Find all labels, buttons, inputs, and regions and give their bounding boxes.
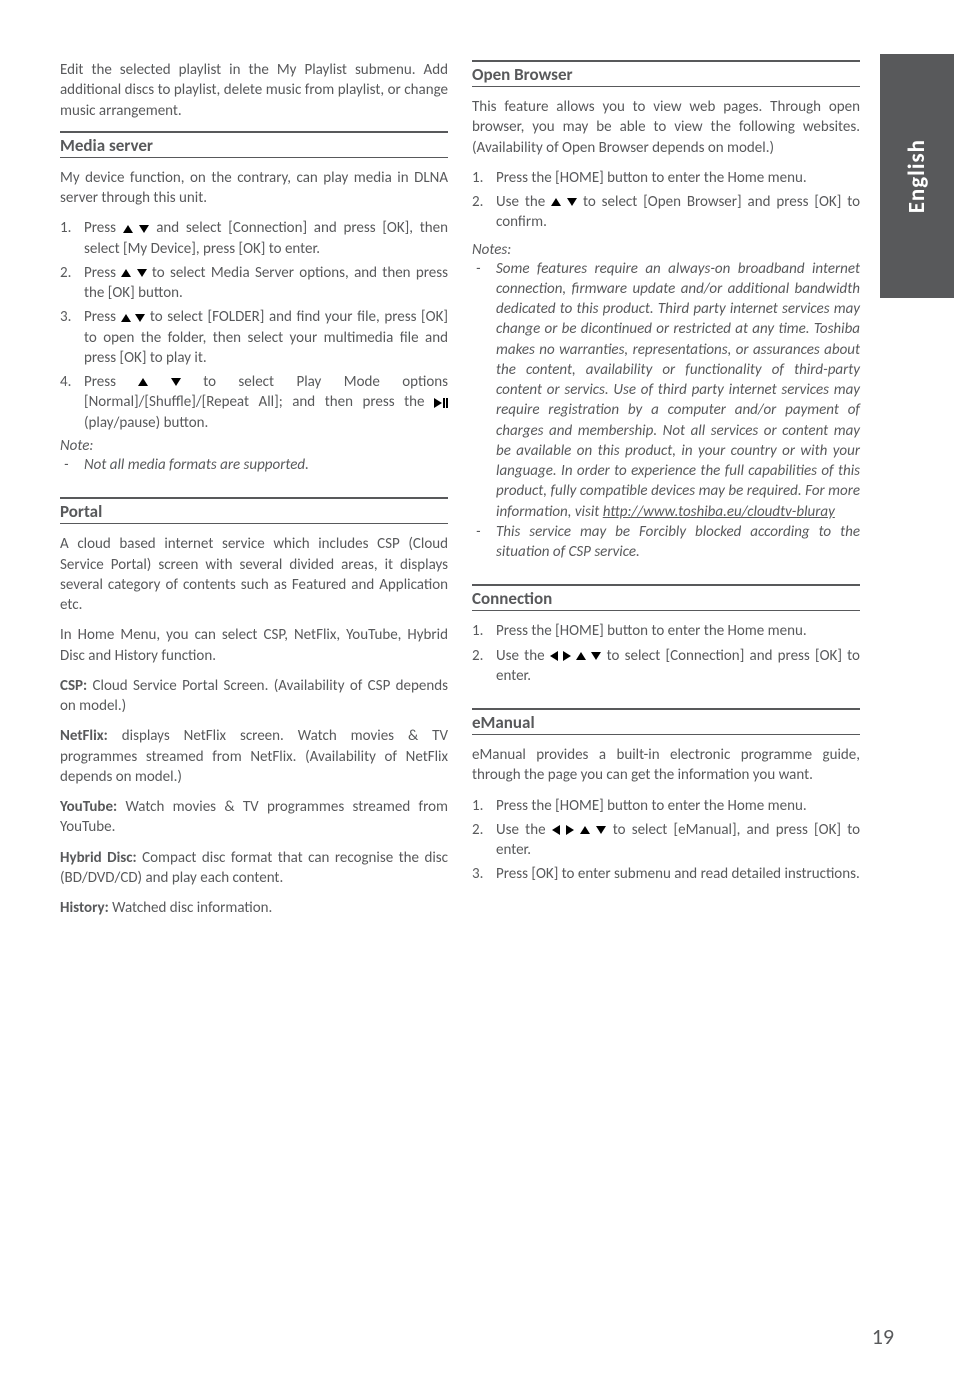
history-text: Watched disc information. [109,899,273,917]
section-title-media-server: Media server [60,131,448,158]
triangle-up-icon [576,652,586,660]
note-item-2: This service may be Forcibly blocked acc… [472,522,860,563]
triangle-down-icon [596,826,606,834]
triangle-down-icon [139,225,149,233]
note-1-text: Some features require an always-on broad… [496,260,860,521]
open-browser-steps: Press the [HOME] button to enter the Hom… [472,168,860,233]
language-tab-label: English [903,139,931,213]
youtube-item: YouTube: Watch movies & TV programmes st… [60,797,448,838]
notes-list: Not all media formats are supported. [60,455,448,475]
step-2-text-a: Use the [496,647,550,665]
triangle-down-icon [135,314,145,322]
step-1: Press and select [Connection] and press … [60,218,448,259]
netflix-text: displays NetFlix screen. Watch movies & … [60,727,448,786]
triangle-up-icon [121,314,131,322]
up-down-icons [123,219,157,237]
history-item: History: Watched disc information. [60,898,448,918]
up-down-icons [121,308,150,326]
triangle-up-icon [551,198,561,206]
section-title-portal: Portal [60,497,448,524]
triangle-down-icon [591,652,601,660]
up-down-icons [138,373,203,391]
emanual-intro: eManual provides a built-in electronic p… [472,745,860,786]
triangle-down-icon [171,378,181,386]
triangle-up-icon [121,269,131,277]
portal-para2: In Home Menu, you can select CSP, NetFli… [60,625,448,666]
play-pause-icon [434,393,448,413]
step-2: Use the to select [Open Browser] and pre… [472,192,860,233]
step-2-text-a: Use the [496,821,552,839]
netflix-label: NetFlix: [60,727,108,745]
triangle-right-icon [566,825,574,835]
up-down-icons [121,264,152,282]
youtube-label: YouTube: [60,798,117,816]
page-number: 19 [872,1323,894,1350]
step-1-text-a: Press [84,219,123,237]
triangle-up-icon [580,826,590,834]
history-label: History: [60,899,109,917]
note-1-link: http://www.toshiba.eu/cloudtv-bluray [603,503,835,521]
note-item: Not all media formats are supported. [60,455,448,475]
step-2-text-a: Press [84,264,121,282]
hybrid-item: Hybrid Disc: Compact disc format that ca… [60,848,448,889]
netflix-item: NetFlix: displays NetFlix screen. Watch … [60,726,448,787]
portal-intro: A cloud based internet service which inc… [60,534,448,615]
step-3-text-a: Press [84,308,121,326]
connection-section: Connection Press the [HOME] button to en… [472,584,860,686]
triangle-down-icon [567,198,577,206]
csp-text: Cloud Service Portal Screen. (Availabili… [60,677,448,715]
open-browser-intro: This feature allows you to view web page… [472,97,860,158]
step-3: Press to select [FOLDER] and find your f… [60,307,448,368]
emanual-steps: Press the [HOME] button to enter the Hom… [472,796,860,885]
note-item-1: Some features require an always-on broad… [472,259,860,522]
step-2: Use the to select [eManual], and press [… [472,820,860,861]
notes-label: Notes: [472,241,860,259]
intro-paragraph: Edit the selected playlist in the My Pla… [60,60,448,121]
step-4: Press to select Play Mode options [Norma… [60,372,448,433]
arrow-icons [550,647,607,665]
emanual-section: eManual eManual provides a built-in elec… [472,708,860,885]
section-title-open-browser: Open Browser [472,60,860,87]
portal-section: Portal A cloud based internet service wh… [60,497,448,918]
media-server-section: Media server My device function, on the … [60,131,448,476]
triangle-up-icon [123,225,133,233]
triangle-left-icon [552,825,560,835]
step-1: Press the [HOME] button to enter the Hom… [472,796,860,816]
youtube-text: Watch movies & TV programmes streamed fr… [60,798,448,836]
arrow-icons [552,821,613,839]
language-tab: English [880,54,954,298]
step-2-text-a: Use the [496,193,551,211]
csp-label: CSP: [60,677,87,695]
note-label: Note: [60,437,448,455]
open-browser-section: Open Browser This feature allows you to … [472,60,860,562]
csp-item: CSP: Cloud Service Portal Screen. (Avail… [60,676,448,717]
step-2: Use the to select [Connection] and press… [472,646,860,687]
step-4-text-a: Press [84,373,138,391]
triangle-right-icon [563,651,571,661]
step-2: Press to select Media Server options, an… [60,263,448,304]
media-server-intro: My device function, on the contrary, can… [60,168,448,209]
media-server-steps: Press and select [Connection] and press … [60,218,448,433]
triangle-down-icon [137,269,147,277]
section-title-emanual: eManual [472,708,860,735]
step-3: Press [OK] to enter submenu and read det… [472,864,860,884]
hybrid-label: Hybrid Disc: [60,849,137,867]
step-1: Press the [HOME] button to enter the Hom… [472,168,860,188]
triangle-left-icon [550,651,558,661]
notes-list: Some features require an always-on broad… [472,259,860,563]
section-title-connection: Connection [472,584,860,611]
up-down-icons [551,193,583,211]
connection-steps: Press the [HOME] button to enter the Hom… [472,621,860,686]
step-4-text-c: (play/pause) button. [84,414,208,432]
step-1: Press the [HOME] button to enter the Hom… [472,621,860,641]
triangle-up-icon [138,378,148,386]
